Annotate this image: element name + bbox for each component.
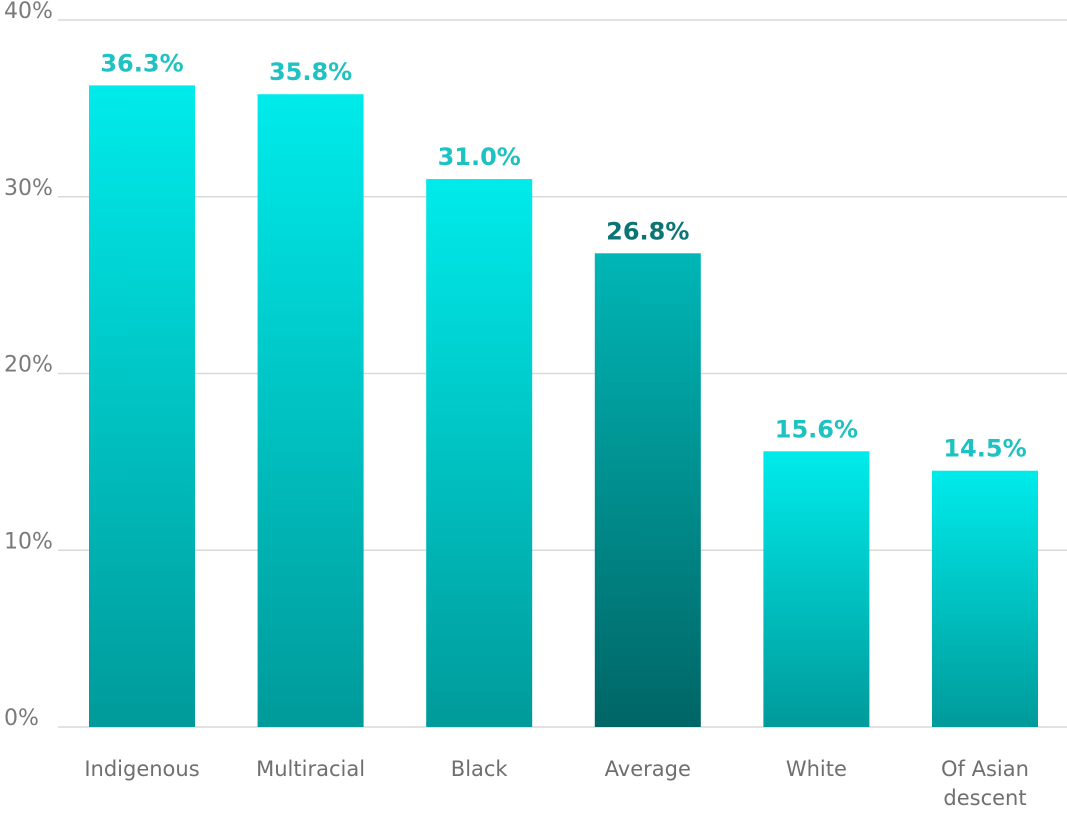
category-label: Multiracial — [256, 757, 365, 781]
labels: 0% 10% 20% 30% 40% 36.3% Indigenous 35.8% Multir… — [4, 0, 1029, 810]
bar-white — [763, 451, 870, 727]
y-tick-label: 30% — [4, 176, 53, 201]
category-label: Average — [605, 757, 691, 781]
bar-indigenous — [89, 85, 195, 727]
value-label: 31.0% — [438, 143, 521, 171]
value-label: 26.8% — [606, 217, 689, 245]
y-tick-label: 10% — [4, 529, 53, 554]
y-tick-label: 40% — [4, 0, 53, 24]
bar-black — [426, 179, 533, 727]
category-label: Black — [451, 757, 509, 781]
category-label: Indigenous — [84, 757, 199, 781]
bar-of-asian-descent — [932, 470, 1038, 727]
value-label: 15.6% — [775, 415, 858, 443]
y-tick-label: 0% — [4, 706, 39, 731]
grid-lines — [58, 19, 1067, 728]
value-label: 35.8% — [269, 58, 352, 86]
value-label: 36.3% — [100, 49, 183, 77]
bar-multiracial — [257, 94, 364, 728]
bar-average — [594, 253, 701, 727]
bars — [89, 85, 1038, 728]
category-label: Of Asian descent — [941, 757, 1029, 810]
value-label: 14.5% — [943, 435, 1026, 463]
y-tick-label: 20% — [4, 353, 53, 378]
category-label: White — [786, 757, 847, 781]
